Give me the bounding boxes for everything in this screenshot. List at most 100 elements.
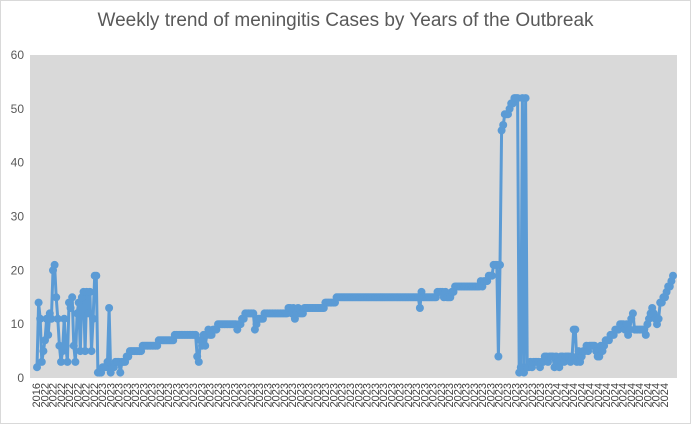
- x-tick-label: 2023: [114, 383, 126, 407]
- data-point: [116, 368, 125, 377]
- x-tick-label: 2023: [510, 383, 522, 407]
- x-tick-label: 2024: [634, 383, 646, 407]
- data-point: [571, 325, 580, 334]
- x-tick-label: 2023: [130, 383, 142, 407]
- x-tick-label: 2023: [436, 383, 448, 407]
- x-tick-label: 2023: [362, 383, 374, 407]
- data-point: [488, 271, 496, 280]
- data-point: [47, 314, 56, 323]
- data-point: [201, 341, 210, 350]
- data-point: [44, 330, 53, 339]
- x-tick-label: 2024: [560, 383, 572, 407]
- x-tick-label: 2024: [568, 383, 580, 407]
- x-tick-label: 2024: [642, 383, 654, 407]
- data-point: [50, 260, 59, 269]
- x-tick-label: 2022: [89, 383, 101, 407]
- x-tick-label: 2024: [618, 383, 630, 407]
- data-point: [521, 94, 530, 103]
- y-tick-label: 60: [11, 48, 25, 62]
- x-tick-label: 2024: [593, 383, 605, 407]
- x-tick-label: 2024: [659, 383, 671, 407]
- data-point: [89, 314, 98, 323]
- x-tick-label: 2022: [39, 383, 51, 407]
- x-tick-label: 2023: [519, 383, 531, 407]
- y-tick-label: 50: [11, 102, 25, 116]
- data-point: [34, 298, 43, 307]
- x-tick-label: 2023: [147, 383, 159, 407]
- data-point: [628, 309, 637, 318]
- data-point: [60, 314, 69, 323]
- x-tick-label: 2023: [122, 383, 134, 407]
- x-tick-label: 2023: [535, 383, 547, 407]
- data-point: [73, 309, 82, 318]
- data-point: [63, 357, 72, 366]
- data-point: [654, 314, 663, 323]
- x-tick-label: 2023: [345, 383, 357, 407]
- x-tick-label: 2022: [81, 383, 93, 407]
- chart-title: Weekly trend of meningitis Cases by Year…: [97, 10, 594, 31]
- x-tick-label: 2023: [229, 383, 241, 407]
- x-tick-label: 2022: [64, 383, 76, 407]
- x-tick-label: 2024: [576, 383, 588, 407]
- data-point: [39, 347, 48, 356]
- x-tick-label: 2023: [205, 383, 217, 407]
- x-tick-label: 2024: [585, 383, 597, 407]
- x-tick-label: 2023: [485, 383, 497, 407]
- x-tick-label: 2024: [601, 383, 613, 407]
- data-point: [499, 121, 508, 129]
- x-tick-label: 2023: [196, 383, 208, 407]
- x-tick-label: 2023: [469, 383, 481, 407]
- x-tick-label: 2023: [543, 383, 555, 407]
- x-tick-label: 2023: [320, 383, 332, 407]
- x-tick-label: 2024: [552, 383, 564, 407]
- data-point: [53, 314, 62, 323]
- data-point: [69, 341, 78, 350]
- data-point: [249, 309, 258, 318]
- x-tick-label: 2016: [31, 383, 43, 407]
- data-point: [194, 357, 203, 366]
- plot-area: [30, 55, 677, 378]
- x-tick-label: 2023: [97, 383, 109, 407]
- x-tick-label: 2022: [56, 383, 68, 407]
- x-tick-label: 2023: [188, 383, 200, 407]
- data-point: [37, 357, 46, 366]
- x-tick-label: 2023: [494, 383, 506, 407]
- x-tick-label: 2022: [72, 383, 84, 407]
- x-tick-label: 2023: [287, 383, 299, 407]
- data-point: [84, 309, 93, 318]
- data-point: [57, 357, 65, 366]
- data-point: [496, 260, 504, 269]
- y-tick-label: 0: [17, 371, 24, 385]
- x-tick-label: 2023: [428, 383, 440, 407]
- y-axis-ticks: 0 10 20 30 40 50 60: [11, 48, 25, 385]
- data-point: [36, 314, 45, 323]
- x-tick-label: 2023: [304, 383, 316, 407]
- x-tick-label: 2023: [411, 383, 423, 407]
- data-point: [68, 293, 77, 302]
- data-point: [33, 363, 41, 372]
- data-point: [415, 304, 424, 312]
- data-point: [555, 363, 564, 372]
- data-point: [66, 304, 75, 312]
- x-tick-label: 2023: [163, 383, 175, 407]
- x-tick-label: 2023: [353, 383, 365, 407]
- x-tick-label: 2023: [312, 383, 324, 407]
- x-tick-label: 2023: [295, 383, 307, 407]
- y-tick-label: 30: [11, 210, 25, 224]
- x-tick-label: 2023: [238, 383, 250, 407]
- x-tick-label: 2023: [271, 383, 283, 407]
- x-tick-label: 2023: [171, 383, 183, 407]
- x-tick-label: 2024: [651, 383, 663, 407]
- x-tick-label: 2023: [527, 383, 539, 407]
- x-tick-label: 2023: [386, 383, 398, 407]
- x-tick-label: 2024: [609, 383, 621, 407]
- x-tick-label: 2023: [461, 383, 473, 407]
- data-point: [641, 330, 650, 339]
- x-axis-ticks: 2016202220222022202220222022202220232023…: [31, 383, 671, 407]
- x-tick-label: 2023: [419, 383, 431, 407]
- x-tick-label: 2023: [477, 383, 489, 407]
- data-point: [105, 304, 114, 312]
- y-tick-label: 40: [11, 156, 25, 170]
- x-tick-label: 2023: [213, 383, 225, 407]
